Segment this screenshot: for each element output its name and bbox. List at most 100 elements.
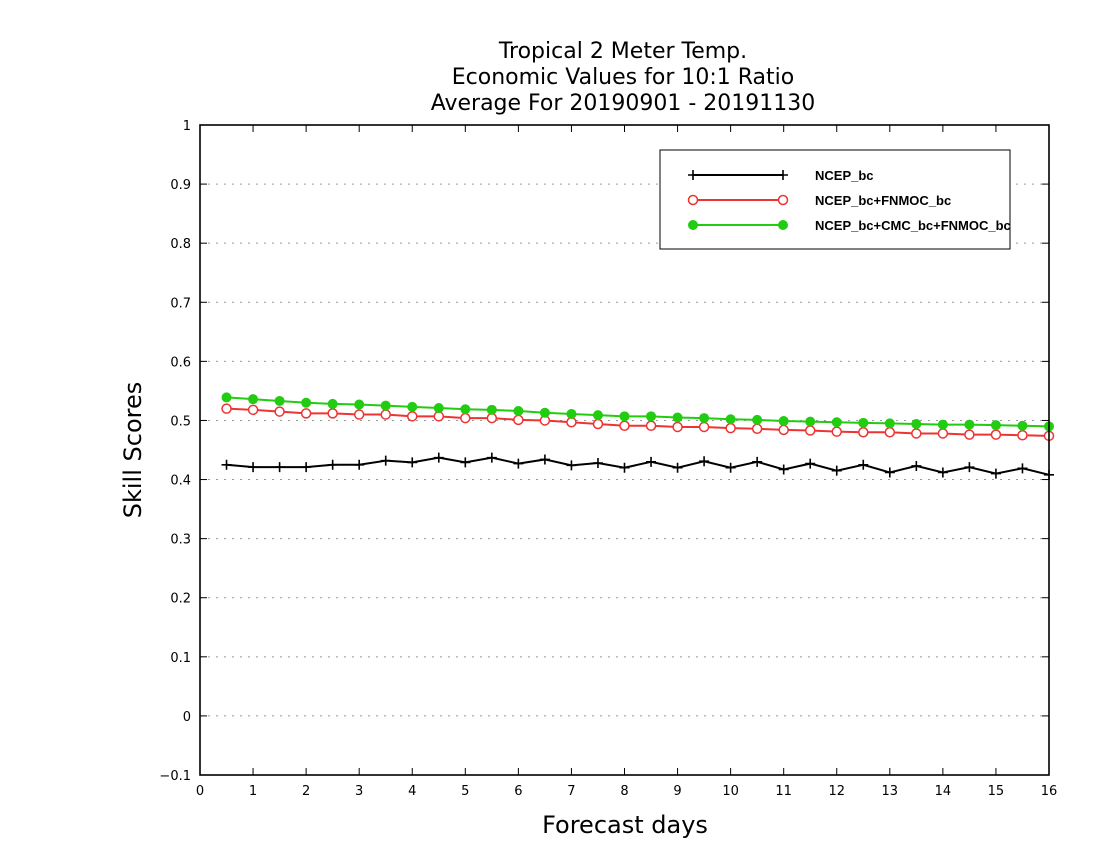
data-point <box>698 421 710 433</box>
data-point <box>513 414 524 426</box>
data-point <box>778 424 789 436</box>
data-point <box>831 417 842 428</box>
data-point <box>805 458 816 469</box>
data-point <box>699 413 710 424</box>
legend-marker <box>687 194 699 206</box>
data-point <box>858 459 869 470</box>
data-point <box>990 429 1002 440</box>
data-point <box>592 418 604 430</box>
plot-frame <box>199 124 1050 776</box>
data-point <box>221 392 232 403</box>
data-point <box>751 423 763 434</box>
data-point <box>433 403 444 414</box>
axis-ticks: −0.100.10.20.30.40.50.60.70.80.910 1 2 3 4 5 6… <box>159 119 1057 799</box>
data-point <box>460 457 471 468</box>
y-tick-label: 0.3 <box>170 533 191 548</box>
data-point <box>964 419 975 430</box>
data-point <box>937 428 949 439</box>
data-point <box>990 420 1001 431</box>
legend-marker <box>777 194 789 206</box>
data-point <box>274 395 285 406</box>
x-tick-label: 0 <box>196 784 204 799</box>
data-point <box>221 459 232 470</box>
x-tick-label: 11 <box>775 784 792 799</box>
series-0 <box>221 452 1054 480</box>
data-point <box>354 459 365 470</box>
y-tick-label: 0.2 <box>170 592 191 607</box>
grid-lines <box>200 183 1049 717</box>
data-point <box>300 408 312 419</box>
legend-label: NCEP_bc <box>815 168 874 183</box>
y-tick-label: 0.6 <box>170 355 191 370</box>
data-point <box>247 404 259 416</box>
data-point <box>911 428 922 439</box>
data-point <box>407 401 418 412</box>
data-point <box>805 416 816 427</box>
series-line <box>226 396 1050 428</box>
data-point <box>274 406 285 417</box>
data-point <box>248 394 259 405</box>
y-tick-label: 0.8 <box>170 237 191 252</box>
data-point <box>884 427 896 438</box>
data-point <box>937 467 948 478</box>
x-tick-label: 15 <box>988 784 1005 799</box>
series-1 <box>221 403 1055 442</box>
data-point <box>911 419 922 429</box>
data-point <box>539 407 550 418</box>
x-tick-label: 3 <box>355 784 363 799</box>
data-point <box>646 411 657 422</box>
legend-label: NCEP_bc+CMC_bc+FNMOC_bc <box>815 218 1011 233</box>
legend-marker <box>688 220 698 230</box>
data-point <box>725 462 736 473</box>
data-point <box>804 425 816 436</box>
data-point <box>964 462 975 473</box>
y-tick-label: 1 <box>183 119 191 134</box>
data-point <box>752 456 763 467</box>
data-point <box>858 427 869 438</box>
data-point <box>619 411 630 422</box>
data-point <box>301 397 312 408</box>
data-point <box>1017 463 1028 474</box>
x-tick-label: 13 <box>882 784 899 799</box>
data-point <box>884 467 895 478</box>
data-point <box>460 404 471 415</box>
series-line <box>226 456 1050 476</box>
x-tick-label: 10 <box>722 784 739 799</box>
data-point <box>672 421 683 433</box>
chart-title-line-3: Average For 20190901 - 20191130 <box>431 91 816 116</box>
x-tick-label: 4 <box>408 784 416 799</box>
y-tick-label: 0.4 <box>170 474 191 489</box>
data-point <box>619 462 630 473</box>
data-point <box>327 408 338 419</box>
y-tick-label: 0.5 <box>170 414 191 429</box>
x-tick-label: 8 <box>620 784 628 799</box>
data-point <box>646 456 657 467</box>
data-point <box>486 452 497 463</box>
data-point <box>433 411 445 422</box>
data-point <box>911 460 922 471</box>
data-point <box>354 399 365 410</box>
x-tick-label: 6 <box>514 784 522 799</box>
data-point <box>645 420 657 432</box>
data-point <box>990 468 1001 479</box>
chart-title-line-1: Tropical 2 Meter Temp. <box>498 39 747 64</box>
data-point <box>1017 429 1028 441</box>
data-point <box>592 458 603 468</box>
x-tick-label: 12 <box>828 784 845 799</box>
data-point <box>221 403 232 414</box>
data-point <box>274 462 285 473</box>
x-axis-title: Forecast days <box>542 811 708 839</box>
data-point <box>699 456 710 467</box>
data-point <box>858 417 869 428</box>
x-tick-label: 2 <box>302 784 310 799</box>
data-point <box>672 462 683 473</box>
data-point <box>433 452 444 463</box>
chart-title-line-2: Economic Values for 10:1 Ratio <box>452 65 794 90</box>
legend-items: NCEP_bc NCEP_bc+FNMOC_bc NCEP_bc+CMC_bc+FN… <box>687 168 1011 233</box>
data-point <box>566 416 577 428</box>
data-point <box>460 412 471 424</box>
x-tick-label: 9 <box>673 784 681 799</box>
data-point <box>831 426 842 437</box>
data-point <box>1017 420 1028 431</box>
